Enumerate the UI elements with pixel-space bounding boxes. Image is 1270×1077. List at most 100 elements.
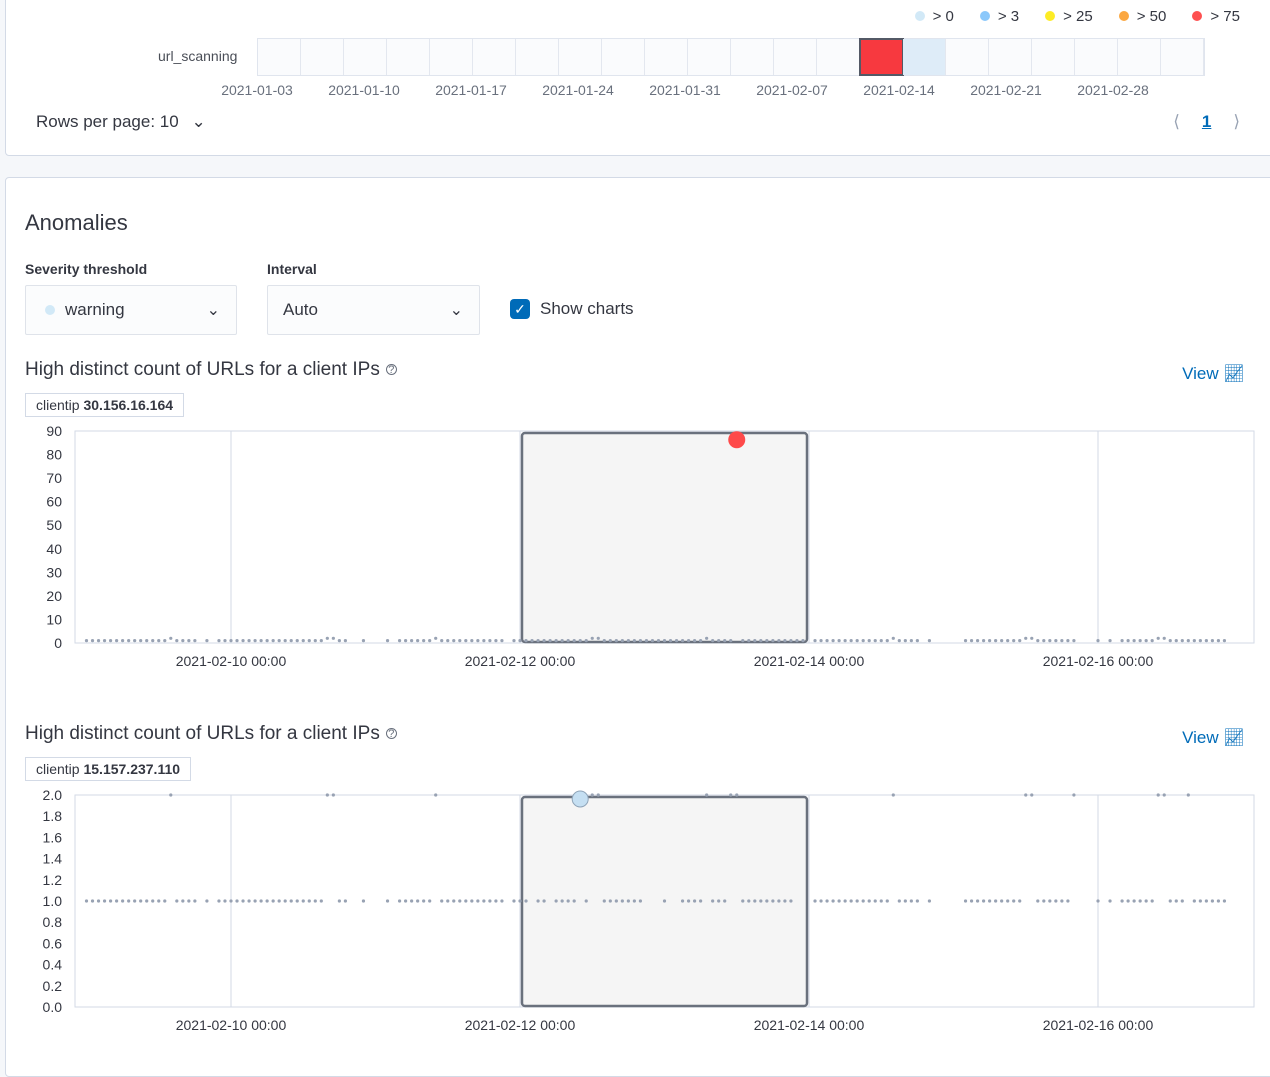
chart-2-view-link[interactable]: View 📈︎ bbox=[1182, 728, 1245, 748]
swimlane-cell[interactable] bbox=[903, 39, 946, 75]
severity-value: warning bbox=[65, 300, 125, 319]
data-point bbox=[181, 639, 185, 643]
data-point bbox=[885, 639, 889, 643]
data-point bbox=[542, 899, 546, 903]
x-tick-label: 2021-02-10 00:00 bbox=[176, 1017, 287, 1033]
data-point bbox=[927, 639, 932, 643]
swimlane-cell[interactable] bbox=[344, 39, 387, 75]
severity-threshold-select[interactable]: warning ⌄ bbox=[25, 285, 237, 335]
data-point bbox=[121, 899, 125, 903]
swimlane-cell[interactable] bbox=[688, 39, 731, 75]
data-point bbox=[1198, 899, 1202, 903]
swimlane-cell[interactable] bbox=[1161, 39, 1204, 75]
data-point bbox=[169, 793, 173, 797]
interval-value: Auto bbox=[283, 300, 318, 319]
data-point bbox=[759, 639, 763, 643]
data-point bbox=[488, 899, 492, 903]
swimlane-cell[interactable] bbox=[645, 39, 688, 75]
legend-item: > 25 bbox=[1045, 8, 1093, 25]
y-tick-label: 0 bbox=[54, 635, 62, 651]
data-point bbox=[1096, 639, 1100, 643]
data-point bbox=[861, 899, 865, 903]
data-point bbox=[446, 639, 450, 643]
swimlane-cell[interactable] bbox=[1075, 39, 1118, 75]
legend-label: > 0 bbox=[932, 8, 954, 25]
help-icon[interactable]: ? bbox=[385, 728, 397, 740]
data-point bbox=[277, 639, 281, 643]
swimlane-cell[interactable] bbox=[430, 39, 473, 75]
data-point bbox=[422, 639, 426, 643]
data-point bbox=[915, 639, 919, 643]
data-point bbox=[1216, 899, 1221, 903]
swimlane-cell[interactable] bbox=[1118, 39, 1161, 75]
data-point bbox=[139, 639, 143, 643]
swimlane-tick-label: 2021-01-03 bbox=[221, 82, 293, 98]
show-charts-label[interactable]: Show charts bbox=[540, 299, 634, 318]
y-tick-label: 40 bbox=[46, 541, 62, 557]
data-point bbox=[157, 899, 161, 903]
data-point bbox=[446, 899, 450, 903]
data-point bbox=[96, 899, 101, 903]
data-point bbox=[1162, 636, 1166, 640]
swimlane-cell[interactable] bbox=[387, 39, 430, 75]
swimlane-cell[interactable] bbox=[301, 39, 344, 75]
prev-page-icon[interactable]: ⟨ bbox=[1173, 112, 1180, 131]
data-point bbox=[1132, 639, 1136, 643]
rows-per-page-button[interactable]: Rows per page: 10 ⌄ bbox=[36, 112, 206, 132]
chart-1-title: High distinct count of URLs for a client… bbox=[25, 359, 397, 381]
data-point bbox=[422, 899, 426, 903]
data-point bbox=[674, 639, 679, 643]
x-tick-label: 2021-02-14 00:00 bbox=[754, 1017, 865, 1033]
data-point bbox=[602, 639, 606, 643]
chart-1[interactable]: 2021-02-10 00:00 2021-02-12 00:00 2021-02-… bbox=[0, 420, 1270, 680]
data-point bbox=[1018, 899, 1022, 903]
data-point bbox=[343, 899, 347, 903]
swimlane-cell[interactable] bbox=[1032, 39, 1075, 75]
data-point bbox=[1186, 793, 1190, 797]
legend-dot-icon bbox=[914, 11, 925, 21]
data-point bbox=[873, 899, 877, 903]
data-point bbox=[1000, 899, 1004, 903]
swimlane-row[interactable] bbox=[257, 38, 1205, 76]
interval-select[interactable]: Auto ⌄ bbox=[267, 285, 480, 335]
data-point bbox=[969, 899, 974, 903]
swimlane-cell[interactable] bbox=[516, 39, 559, 75]
data-point bbox=[500, 899, 504, 903]
data-point bbox=[1042, 899, 1046, 903]
data-point bbox=[175, 639, 179, 643]
data-point bbox=[1072, 639, 1076, 643]
chart-1-entity-badge: clientip 30.156.16.164 bbox=[25, 393, 185, 417]
swimlane-cell[interactable] bbox=[989, 39, 1032, 75]
swimlane-cell[interactable] bbox=[731, 39, 774, 75]
data-point bbox=[735, 793, 739, 797]
swimlane-cell[interactable] bbox=[258, 39, 301, 75]
page-1-link[interactable]: 1 bbox=[1201, 112, 1212, 131]
swimlane-cell[interactable] bbox=[946, 39, 989, 75]
swimlane-cell[interactable] bbox=[559, 39, 602, 75]
swimlane-cell[interactable] bbox=[473, 39, 516, 75]
next-page-icon[interactable]: ⟩ bbox=[1233, 112, 1240, 131]
data-point bbox=[975, 899, 980, 903]
chart-2[interactable]: 2021-02-10 00:00 2021-02-12 00:00 2021-02-… bbox=[0, 784, 1270, 1046]
swimlane-cell[interactable] bbox=[774, 39, 817, 75]
swimlane-cell[interactable] bbox=[602, 39, 645, 75]
show-charts-checkbox[interactable]: ✓ bbox=[510, 299, 530, 319]
data-point bbox=[825, 899, 829, 903]
data-point bbox=[1168, 639, 1172, 643]
data-point bbox=[217, 899, 221, 903]
swimlane-cell[interactable] bbox=[817, 39, 860, 75]
y-tick-label: 70 bbox=[46, 470, 62, 486]
swimlane-tick-label: 2021-01-17 bbox=[435, 82, 507, 98]
chart-1-view-link[interactable]: View 📈︎ bbox=[1182, 364, 1245, 384]
swimlane-cell[interactable] bbox=[859, 38, 904, 76]
selected-range bbox=[520, 431, 809, 644]
swimlane-axis: 2021-01-03 2021-01-10 2021-01-17 2021-01-24… bbox=[0, 82, 1270, 100]
data-point bbox=[157, 639, 161, 643]
data-point bbox=[1126, 899, 1130, 903]
data-point bbox=[434, 636, 438, 640]
data-point bbox=[319, 639, 323, 643]
data-point bbox=[524, 899, 528, 903]
data-point bbox=[385, 899, 390, 903]
help-icon[interactable]: ? bbox=[385, 364, 397, 376]
data-point bbox=[259, 639, 263, 643]
